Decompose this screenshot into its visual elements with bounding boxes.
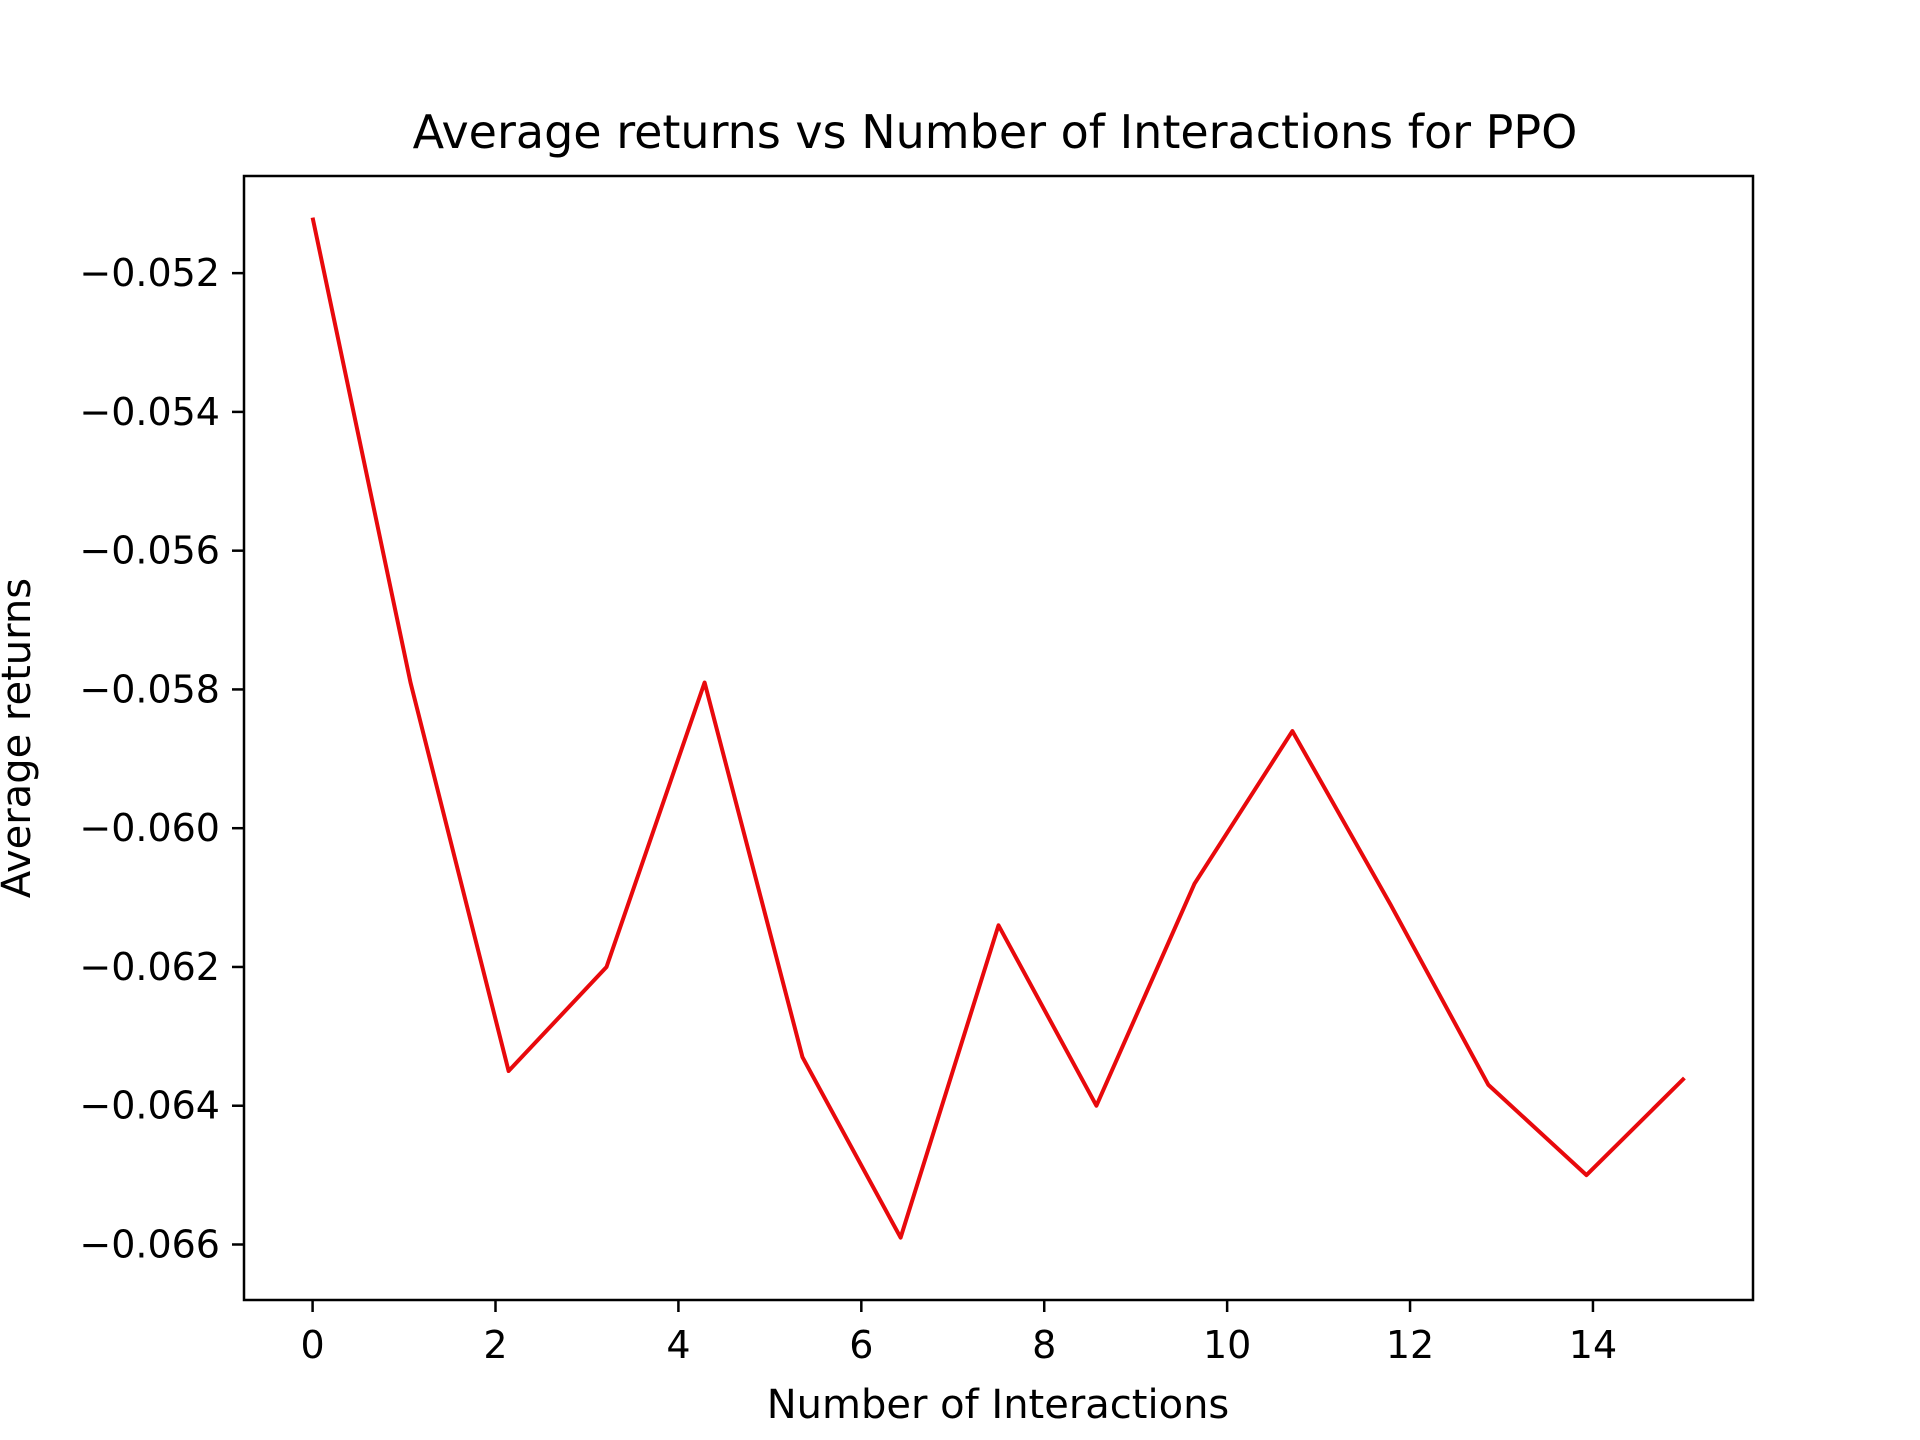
x-tick-label: 12 <box>1386 1323 1434 1367</box>
axis-ticks: 0 2 4 6 8 10 12 14 −0.052 −0.054 −0.056 −0.058 −0.06… <box>79 251 1617 1367</box>
y-tick-label: −0.062 <box>79 945 220 989</box>
series-line <box>310 217 1686 1240</box>
y-tick-label: −0.052 <box>79 251 220 295</box>
y-tick-label: −0.060 <box>79 806 220 850</box>
x-tick-label: 10 <box>1203 1323 1251 1367</box>
chart-title: Average returns vs Number of Interaction… <box>413 105 1578 159</box>
y-tick-label: −0.066 <box>79 1222 220 1266</box>
y-axis-label: Average returns <box>0 578 40 898</box>
x-axis-label: Number of Interactions <box>767 1382 1230 1428</box>
x-tick-label: 0 <box>300 1323 324 1367</box>
x-tick-label: 2 <box>483 1323 507 1367</box>
y-tick-label: −0.058 <box>79 667 220 711</box>
x-tick-label: 6 <box>849 1323 873 1367</box>
x-tick-label: 8 <box>1032 1323 1056 1367</box>
y-tick-label: −0.054 <box>79 390 220 434</box>
series-layer <box>310 217 1686 1240</box>
y-tick-label: −0.064 <box>79 1084 220 1128</box>
x-tick-label: 14 <box>1569 1323 1617 1367</box>
plot-frame <box>242 174 1755 1302</box>
x-tick-label: 4 <box>666 1323 690 1367</box>
y-tick-label: −0.056 <box>79 529 220 573</box>
